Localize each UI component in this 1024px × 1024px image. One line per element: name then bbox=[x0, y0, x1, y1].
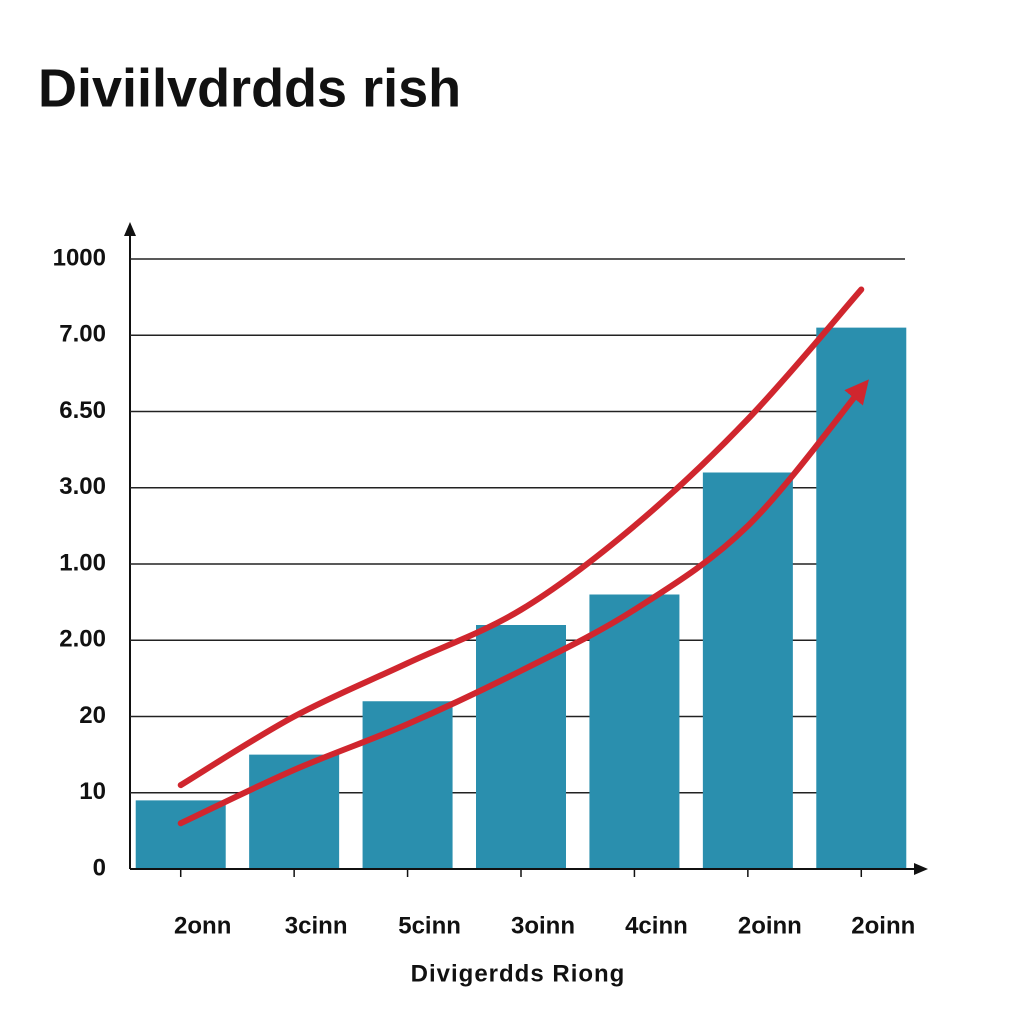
y-tick-label: 10 bbox=[79, 778, 106, 805]
bar bbox=[249, 754, 340, 869]
y-tick-label: 0 bbox=[93, 854, 106, 881]
x-tick-label: 2onn bbox=[174, 912, 231, 939]
x-tick-label: 5cinn bbox=[398, 912, 461, 939]
x-tick-label: 4cinn bbox=[625, 912, 688, 939]
trend-line bbox=[177, 379, 869, 827]
y-tick-label: 2.00 bbox=[59, 626, 106, 653]
trend-line bbox=[177, 286, 865, 789]
bar bbox=[816, 327, 907, 869]
y-axis-arrow bbox=[124, 222, 136, 236]
y-tick-label: 3.00 bbox=[59, 473, 106, 500]
y-tick-label: 20 bbox=[79, 702, 106, 729]
x-axis-arrow bbox=[914, 863, 928, 875]
x-tick-label: 2oinn bbox=[738, 912, 802, 939]
bar bbox=[476, 625, 566, 869]
y-tick-label: 1000 bbox=[53, 244, 106, 271]
chart-title: Diviilvdrdds rish bbox=[38, 58, 461, 118]
y-tick-label: 6.50 bbox=[59, 397, 106, 424]
bar bbox=[362, 701, 453, 869]
x-tick-label: 3cinn bbox=[285, 912, 348, 939]
x-tick-label: 3oinn bbox=[511, 912, 575, 939]
x-tick-label: 2oinn bbox=[851, 912, 915, 939]
bar bbox=[702, 472, 793, 869]
bar bbox=[589, 594, 680, 869]
y-tick-label: 7.00 bbox=[59, 321, 106, 348]
x-axis-title: Divigerdds Riong bbox=[411, 960, 626, 987]
y-tick-label: 1.00 bbox=[59, 549, 106, 576]
